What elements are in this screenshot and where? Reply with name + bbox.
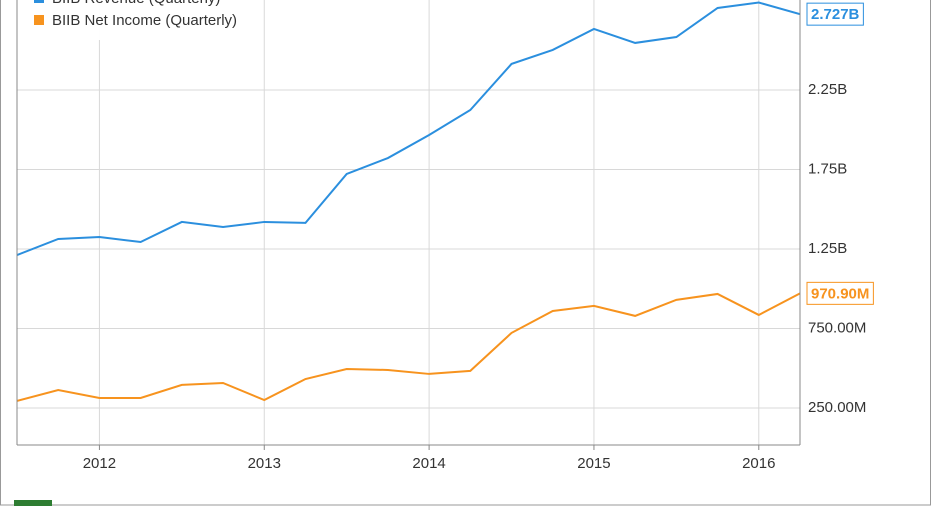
y-tick-label: 250.00M [808,399,866,416]
value-label: 970.90M [806,281,874,305]
legend-swatch [34,0,44,3]
x-tick-label: 2012 [83,455,116,472]
y-tick-label: 1.75B [808,160,847,177]
x-tick-label: 2015 [577,455,610,472]
legend: BIIB Revenue (Quarterly) BIIB Net Income … [18,0,254,40]
plot [17,1,800,402]
logo [14,500,52,506]
legend-label: BIIB Net Income (Quarterly) [52,12,237,29]
y-tick-label: 1.25B [808,240,847,257]
legend-box [18,0,254,40]
series-line [17,292,800,402]
x-tick-label: 2016 [742,455,775,472]
legend-swatch [34,15,44,25]
labels: 250.00M 750.00M 1.25B 1.75B 2.25B 2012 2013 201… [83,2,874,472]
value-label-box [806,2,864,26]
x-tick-label: 2013 [248,455,281,472]
value-label-text: 2.727B [811,6,860,23]
value-label: 2.727B [806,2,864,26]
y-tick-label: 2.25B [808,81,847,98]
value-label-text: 970.90M [811,285,869,302]
legend-label: BIIB Revenue (Quarterly) [52,0,220,7]
grid [17,0,800,445]
y-tick-label: 750.00M [808,319,866,336]
series-line [17,1,800,256]
value-label-box [806,281,874,305]
x-tick-label: 2014 [412,455,445,472]
